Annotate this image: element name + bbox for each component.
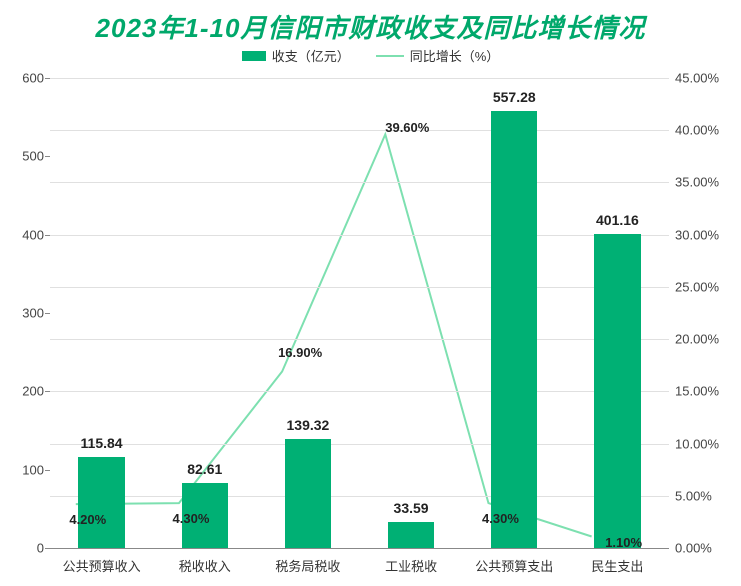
y-left-tick (45, 391, 50, 392)
bar (491, 111, 537, 548)
y-right-tick-label: 35.00% (675, 175, 719, 190)
grid-line (50, 339, 669, 340)
y-left-tick-label: 400 (22, 227, 44, 242)
bar (594, 234, 640, 548)
y-right-tick-label: 40.00% (675, 123, 719, 138)
line-value-label: 4.20% (69, 512, 106, 527)
legend-line-label: 同比增长（%） (410, 46, 500, 65)
line-value-label: 39.60% (385, 120, 429, 135)
y-left-tick (45, 78, 50, 79)
y-left-tick (45, 156, 50, 157)
bar-value-label: 557.28 (493, 89, 536, 105)
y-left-tick-label: 600 (22, 71, 44, 86)
bar-value-label: 82.61 (187, 461, 222, 477)
y-right-tick-label: 20.00% (675, 332, 719, 347)
legend-bar-swatch (242, 51, 266, 61)
y-right-tick-label: 5.00% (675, 488, 712, 503)
y-left-tick (45, 470, 50, 471)
line-value-label: 4.30% (482, 511, 519, 526)
y-left-tick (45, 313, 50, 314)
bar-value-label: 33.59 (394, 500, 429, 516)
grid-line (50, 496, 669, 497)
legend-item-bar: 收支（亿元） (242, 46, 350, 65)
line-value-label: 1.10% (605, 535, 642, 550)
grid-line (50, 78, 669, 79)
chart-title: 2023年1-10月信阳市财政收支及同比增长情况 (0, 8, 741, 45)
grid-line (50, 130, 669, 131)
y-left-tick-label: 300 (22, 306, 44, 321)
x-axis-baseline (50, 548, 669, 549)
line-value-label: 16.90% (278, 345, 322, 360)
plot-area: 0.00%5.00%10.00%15.00%20.00%25.00%30.00%… (50, 78, 669, 548)
grid-line (50, 235, 669, 236)
y-right-tick-label: 45.00% (675, 71, 719, 86)
legend-item-line: 同比增长（%） (376, 46, 500, 65)
x-category-label: 工业税收 (385, 556, 437, 575)
grid-line (50, 391, 669, 392)
chart-container: 2023年1-10月信阳市财政收支及同比增长情况 收支（亿元） 同比增长（%） … (0, 0, 741, 586)
bar-value-label: 139.32 (286, 417, 329, 433)
y-right-tick-label: 30.00% (675, 227, 719, 242)
x-category-label: 税务局税收 (275, 556, 340, 575)
bar-value-label: 401.16 (596, 212, 639, 228)
y-left-tick-label: 200 (22, 384, 44, 399)
legend-bar-label: 收支（亿元） (272, 46, 350, 65)
x-category-label: 公共预算收入 (63, 556, 141, 575)
bar (78, 457, 124, 548)
y-left-tick-label: 500 (22, 149, 44, 164)
grid-line (50, 444, 669, 445)
x-category-label: 公共预算支出 (475, 556, 553, 575)
y-left-tick-label: 100 (22, 462, 44, 477)
legend-line-swatch (376, 55, 404, 57)
bar (285, 439, 331, 548)
y-right-tick-label: 15.00% (675, 384, 719, 399)
y-right-tick-label: 25.00% (675, 279, 719, 294)
x-category-label: 民生支出 (591, 556, 643, 575)
y-right-tick-label: 0.00% (675, 541, 712, 556)
legend: 收支（亿元） 同比增长（%） (0, 46, 741, 65)
y-left-tick-label: 0 (37, 541, 44, 556)
grid-line (50, 287, 669, 288)
line-layer (50, 78, 669, 548)
x-category-label: 税收收入 (179, 556, 231, 575)
y-left-tick (45, 235, 50, 236)
grid-line (50, 182, 669, 183)
line-value-label: 4.30% (173, 511, 210, 526)
bar-value-label: 115.84 (81, 435, 123, 451)
y-right-tick-label: 10.00% (675, 436, 719, 451)
bar (388, 522, 434, 548)
